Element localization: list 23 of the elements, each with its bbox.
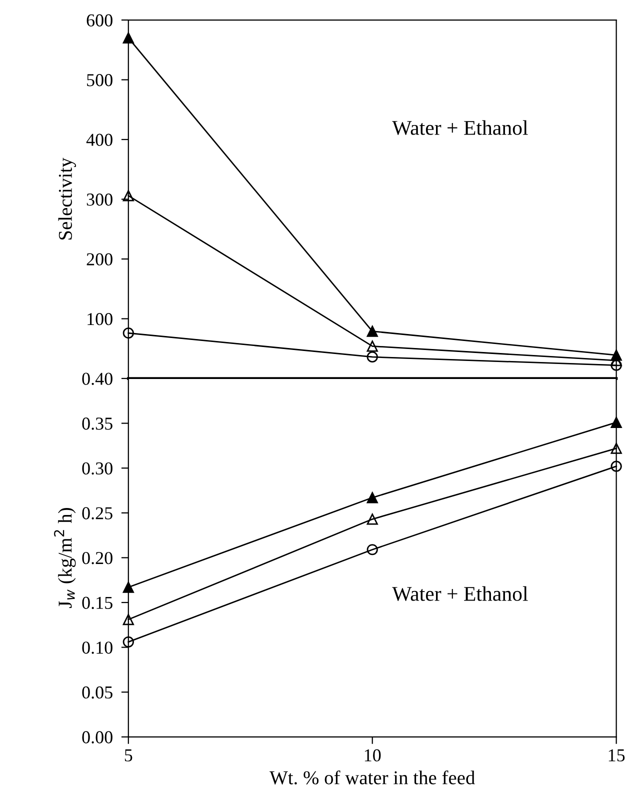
y-tick-label: 0.25 xyxy=(82,507,112,520)
y-tick-label: 0.35 xyxy=(82,418,112,430)
y-tick-label: 0.20 xyxy=(82,552,112,564)
y-axis-title: J$_{w}$ (kg/m$^{2}$ h) xyxy=(54,508,76,608)
x-tick-label: 15 xyxy=(608,749,625,762)
x-axis-title: Wt. % of water in the feed xyxy=(270,770,475,784)
y-tick-label: 600 xyxy=(86,14,112,26)
y-tick-label: 0.30 xyxy=(82,462,112,475)
y-tick-label: 0.05 xyxy=(82,686,112,699)
y-tick-label: 200 xyxy=(86,253,112,266)
y-tick-label: 0.10 xyxy=(82,642,112,654)
y-tick-label: 0.00 xyxy=(82,731,112,744)
y-tick-label: 0.40 xyxy=(82,372,112,385)
x-tick-label: 5 xyxy=(124,749,132,762)
y-tick-label: 400 xyxy=(86,134,112,146)
x-tick-label: 10 xyxy=(364,749,381,762)
y-axis-title: Selectivity xyxy=(58,158,76,240)
y-tick-label: 0.15 xyxy=(82,596,112,610)
y-tick-label: 500 xyxy=(87,74,112,86)
y-tick-label: 100 xyxy=(88,312,112,326)
annotation: Water + Ethanol xyxy=(392,120,528,136)
annotation: Water + Ethanol xyxy=(392,586,528,602)
y-tick-label: 300 xyxy=(86,194,112,206)
